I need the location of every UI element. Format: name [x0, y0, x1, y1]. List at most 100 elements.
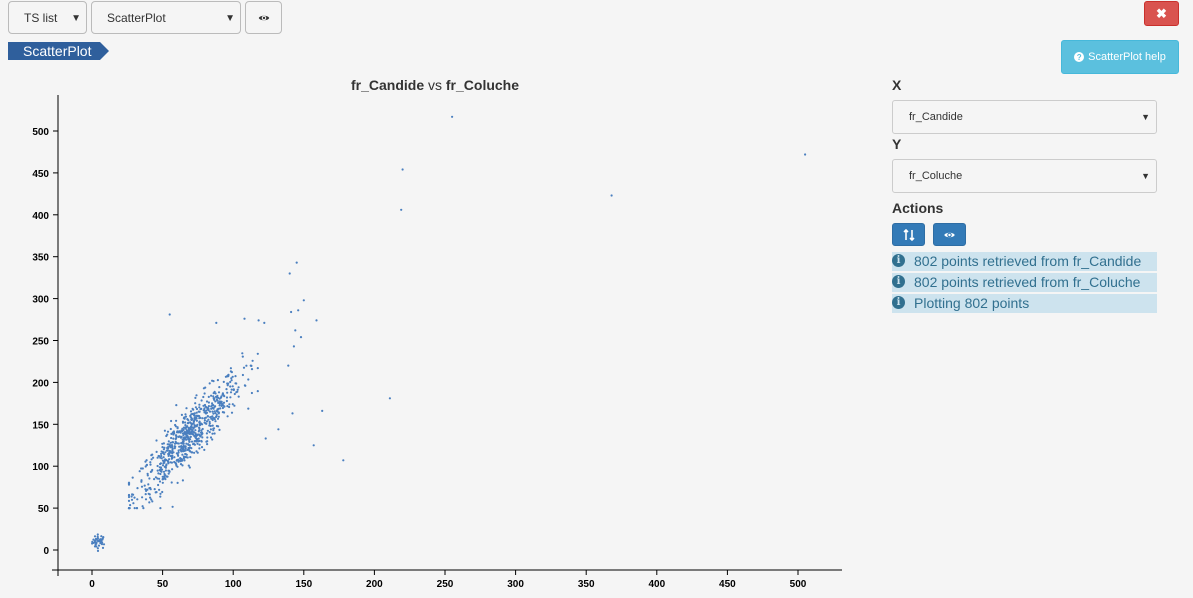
- scatter-point: [148, 501, 151, 504]
- scatter-point: [149, 461, 152, 464]
- view-toggle-button[interactable]: [245, 1, 282, 34]
- scatter-point: [198, 415, 201, 418]
- scatter-point: [291, 412, 294, 415]
- scatter-point: [230, 388, 233, 391]
- scatter-point: [97, 544, 101, 547]
- scatter-point: [127, 507, 131, 510]
- ts-list-select[interactable]: TS list ▼: [8, 1, 87, 34]
- scatter-point: [218, 402, 221, 405]
- scatter-point: [196, 415, 199, 418]
- scatter-point: [217, 415, 220, 418]
- scatter-point: [96, 533, 99, 536]
- scatter-point: [140, 479, 143, 482]
- x-tick-label: 400: [648, 579, 665, 590]
- scatter-point: [190, 428, 193, 431]
- scatter-point: [200, 439, 203, 443]
- scatter-point: [172, 433, 175, 436]
- scatter-point: [131, 493, 134, 496]
- scatter-point: [176, 426, 179, 429]
- view-plot-button[interactable]: [933, 223, 966, 246]
- scatter-point: [156, 477, 159, 480]
- scatter-point: [176, 481, 179, 484]
- scatter-point: [206, 436, 209, 439]
- scatter-point: [251, 359, 254, 362]
- y-series-select[interactable]: fr_Coluche ▼: [892, 159, 1157, 193]
- scatter-point: [171, 441, 174, 444]
- info-icon: i: [892, 254, 905, 267]
- x-series-select[interactable]: fr_Candide ▼: [892, 100, 1157, 134]
- scatter-point: [203, 421, 206, 424]
- scatter-point: [159, 495, 162, 498]
- scatter-point: [168, 450, 172, 453]
- scatter-point: [212, 427, 216, 430]
- scatter-point: [177, 451, 180, 454]
- scatter-point: [212, 392, 215, 395]
- scatter-point: [96, 549, 100, 553]
- scatter-point: [256, 352, 259, 355]
- log-message: i 802 points retrieved from fr_Coluche: [892, 273, 1157, 292]
- scatter-point: [92, 538, 95, 541]
- breadcrumb[interactable]: ScatterPlot: [8, 42, 109, 60]
- view-select[interactable]: ScatterPlot ▼: [91, 1, 241, 34]
- scatter-point: [213, 397, 216, 400]
- scatter-point: [184, 413, 187, 416]
- scatter-point: [250, 364, 253, 367]
- scatter-point: [211, 432, 214, 435]
- scatter-point: [231, 375, 234, 378]
- scatter-point: [140, 485, 144, 488]
- scatter-point: [212, 380, 215, 383]
- scatter-point: [168, 444, 171, 448]
- scatter-point: [400, 208, 403, 211]
- scatter-point: [179, 457, 182, 460]
- scatter-point: [237, 386, 240, 389]
- scatter-point: [180, 447, 183, 450]
- swap-axes-button[interactable]: [892, 223, 925, 246]
- scatter-plot[interactable]: 0 50 100 150 200 250 300 350 400 450 500 0 50 100 150 2…: [0, 0, 880, 598]
- scatter-point: [209, 424, 212, 428]
- scatter-point: [189, 456, 192, 459]
- scatter-point: [170, 419, 173, 423]
- scatter-point: [179, 431, 182, 434]
- scatter-point: [206, 429, 209, 432]
- scatter-point: [160, 454, 163, 458]
- scatter-point: [166, 430, 170, 433]
- scatter-point: [212, 412, 215, 415]
- scatter-point: [207, 418, 210, 421]
- scatter-point: [241, 352, 244, 355]
- scatterplot-help-button[interactable]: ? ScatterPlot help: [1061, 40, 1179, 74]
- scatter-point: [197, 440, 200, 443]
- scatter-point: [183, 459, 186, 462]
- scatter-point: [217, 411, 220, 414]
- scatter-point: [186, 422, 189, 425]
- scatter-point: [99, 541, 102, 544]
- scatter-point: [175, 419, 178, 422]
- log-message: i 802 points retrieved from fr_Candide: [892, 252, 1157, 271]
- scatter-point: [188, 429, 191, 432]
- scatter-point: [94, 537, 98, 540]
- scatter-point: [168, 470, 171, 473]
- scatter-point: [312, 444, 315, 447]
- scatter-point: [186, 425, 189, 428]
- scatter-point: [212, 395, 215, 398]
- scatter-point: [297, 309, 300, 312]
- question-circle-icon: ?: [1074, 52, 1085, 62]
- scatter-point: [168, 458, 171, 461]
- scatter-point: [149, 496, 152, 499]
- close-button[interactable]: ✖: [1144, 1, 1179, 26]
- scatter-point: [160, 450, 163, 453]
- scatter-point: [182, 436, 185, 440]
- scatter-point: [388, 397, 391, 400]
- scatter-point: [180, 449, 183, 452]
- scatter-point: [144, 460, 147, 463]
- scatter-point: [161, 464, 165, 467]
- scatter-point: [209, 428, 212, 431]
- scatter-point: [217, 391, 221, 394]
- scatter-point: [152, 456, 155, 459]
- scatter-point: [257, 319, 260, 322]
- scatter-point: [101, 546, 105, 550]
- x-tick-label: 0: [89, 579, 95, 590]
- scatter-point: [203, 392, 206, 395]
- scatter-point: [264, 437, 267, 440]
- scatter-point: [201, 427, 204, 431]
- scatter-point: [229, 367, 232, 370]
